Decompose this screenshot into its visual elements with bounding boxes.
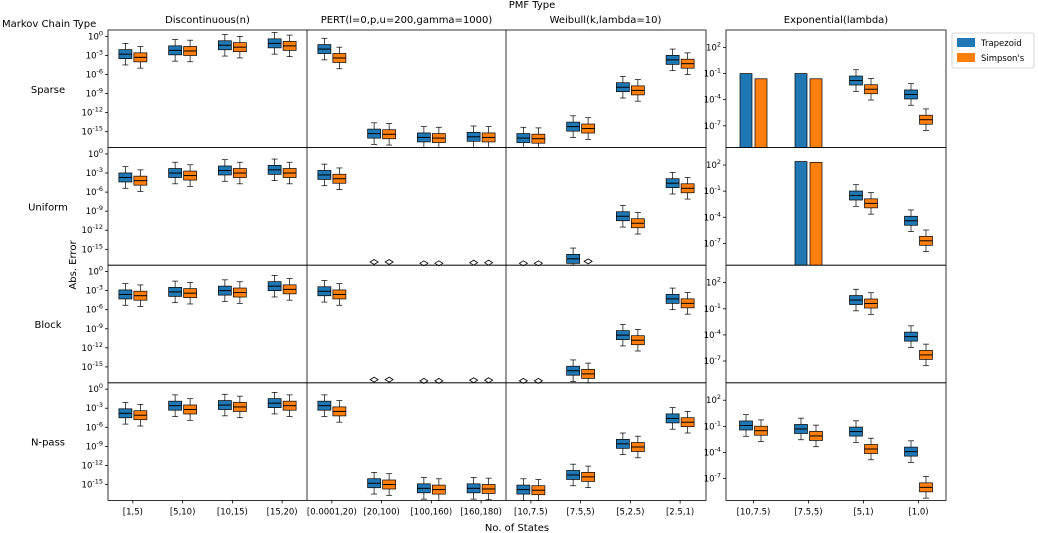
x-tick-label: [100,160) bbox=[410, 507, 452, 517]
subplot-frame bbox=[107, 147, 707, 266]
y-tick-label: 10-9 bbox=[86, 87, 103, 100]
legend-label-simpsons: Simpson's bbox=[981, 54, 1025, 64]
y-tick-label: 102 bbox=[706, 393, 721, 406]
legend-swatch-simpsons bbox=[957, 53, 975, 62]
x-tick-label: [15,20) bbox=[267, 507, 298, 517]
y-axis-label: Abs. Error bbox=[68, 240, 79, 290]
median-marker bbox=[369, 259, 379, 265]
y-tick-label: 100 bbox=[88, 382, 103, 395]
y-tick-label: 100 bbox=[88, 29, 103, 42]
y-tick-label: 10-1 bbox=[704, 419, 721, 432]
y-tick-label: 10-6 bbox=[86, 67, 103, 80]
y-tick-label: 100 bbox=[88, 265, 103, 278]
x-tick-label: [5,10) bbox=[170, 507, 196, 517]
row-label: Sparse bbox=[31, 85, 65, 96]
y-tick-label: 10-7 bbox=[704, 354, 721, 367]
y-tick-label: 10-3 bbox=[86, 401, 103, 414]
group-title: Exponential(lambda) bbox=[784, 15, 889, 26]
x-tick-label: [2.5,1) bbox=[666, 507, 694, 517]
median-marker bbox=[483, 377, 494, 384]
y-tick-label: 10-9 bbox=[86, 439, 103, 452]
y-tick-label: 10-7 bbox=[704, 472, 721, 485]
legend-label-trapezoid: Trapezoid bbox=[980, 39, 1022, 49]
y-tick-label: 10-3 bbox=[86, 284, 103, 297]
y-tick-label: 10-9 bbox=[86, 204, 103, 217]
median-marker bbox=[483, 259, 494, 266]
y-tick-label: 10-12 bbox=[82, 223, 103, 236]
x-tick-label: [5,1) bbox=[853, 507, 873, 517]
y-tick-label: 10-3 bbox=[86, 166, 103, 179]
group-title: Weibull(k,lambda=10) bbox=[550, 15, 662, 26]
bar-mark bbox=[794, 161, 808, 266]
y-tick-label: 10-4 bbox=[704, 93, 721, 106]
x-tick-label: [5,2.5) bbox=[616, 507, 644, 517]
y-tick-label: 10-7 bbox=[704, 236, 721, 249]
y-tick-label: 10-15 bbox=[82, 478, 103, 491]
median-marker bbox=[384, 259, 394, 265]
y-tick-label: 10-4 bbox=[704, 210, 721, 223]
y-tick-label: 10-15 bbox=[82, 242, 103, 255]
bar-mark bbox=[739, 73, 753, 148]
x-tick-label: [0.0001,20) bbox=[307, 507, 357, 517]
plot-area: Discontinuous(n) PERT(l=0,p,u=200,gamma=1… bbox=[28, 15, 947, 517]
median-marker bbox=[384, 376, 394, 383]
x-axis-label: No. of States bbox=[485, 523, 549, 533]
y-tick-label: 102 bbox=[706, 40, 721, 53]
median-marker bbox=[468, 259, 479, 266]
row-axis-title: Markov Chain Type bbox=[2, 19, 96, 30]
median-marker bbox=[583, 258, 593, 265]
x-tick-label: [1,5) bbox=[123, 507, 143, 517]
y-tick-label: 10-9 bbox=[86, 322, 103, 335]
y-tick-label: 102 bbox=[706, 276, 721, 289]
bar-mark bbox=[794, 73, 808, 148]
median-marker bbox=[369, 376, 379, 383]
y-tick-label: 10-12 bbox=[82, 341, 103, 354]
bar-mark bbox=[754, 78, 768, 148]
row-label: N-pass bbox=[31, 438, 65, 449]
row-label: Block bbox=[34, 320, 61, 331]
group-title: Discontinuous(n) bbox=[165, 15, 250, 26]
y-tick-label: 10-15 bbox=[82, 125, 103, 138]
y-tick-label: 102 bbox=[706, 158, 721, 171]
y-tick-label: 10-15 bbox=[82, 360, 103, 373]
bar-mark bbox=[809, 162, 823, 266]
y-tick-label: 10-12 bbox=[82, 106, 103, 119]
y-tick-label: 10-12 bbox=[82, 458, 103, 471]
y-tick-label: 10-1 bbox=[704, 184, 721, 197]
group-title: PERT(l=0,p,u=200,gamma=1000) bbox=[321, 15, 493, 26]
x-tick-label: [1,0) bbox=[908, 507, 928, 517]
y-tick-label: 100 bbox=[88, 147, 103, 160]
x-tick-label: [10,7.5) bbox=[514, 507, 548, 517]
subplot-frame bbox=[725, 147, 947, 266]
y-tick-label: 10-4 bbox=[704, 445, 721, 458]
subplot-frame bbox=[107, 382, 707, 501]
y-tick-label: 10-3 bbox=[86, 48, 103, 61]
bar-mark bbox=[809, 78, 823, 148]
legend: Trapezoid Simpson's bbox=[951, 32, 1035, 69]
row-label: Uniform bbox=[28, 202, 68, 213]
chart-title: PMF Type bbox=[509, 0, 556, 11]
x-tick-label: [160,180) bbox=[460, 507, 502, 517]
subplot-frame bbox=[107, 264, 707, 384]
y-tick-label: 10-4 bbox=[704, 328, 721, 341]
x-tick-label: [7.5,5) bbox=[566, 507, 594, 517]
x-tick-label: [20,100) bbox=[363, 507, 399, 517]
legend-swatch-trapezoid bbox=[957, 38, 975, 47]
subplot-frame bbox=[725, 264, 947, 384]
x-tick-label: [10,7.5) bbox=[737, 507, 771, 517]
y-tick-label: 10-6 bbox=[86, 185, 103, 198]
y-tick-label: 10-6 bbox=[86, 303, 103, 316]
y-tick-label: 10-1 bbox=[704, 302, 721, 315]
y-tick-label: 10-7 bbox=[704, 119, 721, 132]
median-marker bbox=[468, 377, 479, 384]
x-tick-label: [10,15) bbox=[217, 507, 248, 517]
y-tick-label: 10-1 bbox=[704, 67, 721, 80]
subplot-frame bbox=[725, 382, 947, 501]
y-tick-label: 10-6 bbox=[86, 420, 103, 433]
x-tick-label: [7.5,5) bbox=[794, 507, 822, 517]
